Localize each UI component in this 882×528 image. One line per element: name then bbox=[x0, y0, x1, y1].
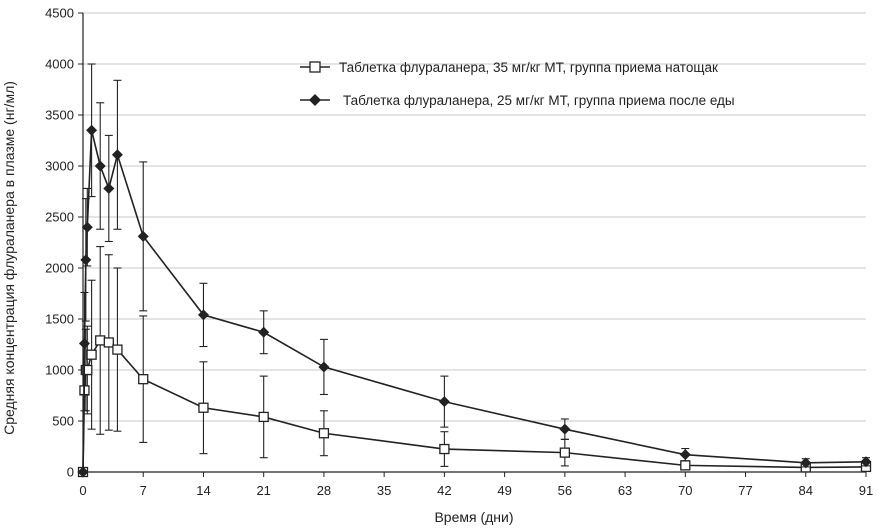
x-tick-label: 91 bbox=[859, 483, 873, 498]
y-axis-title: Средняя концентрация флураланера в плазм… bbox=[1, 81, 17, 435]
data-point-diamond bbox=[86, 124, 98, 136]
legend-label-fasted: Таблетка флураланера, 35 мг/кг МТ, групп… bbox=[339, 60, 718, 75]
data-point-square bbox=[680, 460, 691, 471]
y-tick-label: 3000 bbox=[45, 159, 74, 174]
data-point-diamond bbox=[77, 466, 89, 478]
x-tick-label: 35 bbox=[377, 483, 391, 498]
data-point-diamond bbox=[679, 449, 691, 461]
data-point-diamond bbox=[81, 221, 93, 233]
legend-marker-filled-diamond bbox=[309, 94, 321, 106]
data-point-diamond bbox=[103, 182, 115, 194]
x-tick-label: 49 bbox=[497, 483, 511, 498]
data-point-diamond bbox=[197, 309, 209, 321]
x-tick-label: 42 bbox=[437, 483, 451, 498]
series-layer bbox=[77, 63, 872, 478]
y-tick-label: 500 bbox=[52, 414, 74, 429]
data-point-square bbox=[559, 447, 570, 458]
x-tick-label: 70 bbox=[678, 483, 692, 498]
x-tick-label: 28 bbox=[317, 483, 331, 498]
legend-label-fed: Таблетка флураланера, 25 мг/кг МТ, групп… bbox=[343, 93, 735, 108]
x-tick-label: 84 bbox=[799, 483, 813, 498]
legend-item-fasted: Таблетка флураланера, 35 мг/кг МТ, групп… bbox=[300, 60, 718, 75]
series-fed bbox=[77, 63, 872, 478]
y-tick-label: 2500 bbox=[45, 210, 74, 225]
data-point-square bbox=[112, 344, 123, 355]
data-point-diamond bbox=[860, 456, 872, 468]
y-tick-label: 3500 bbox=[45, 108, 74, 123]
data-point-diamond bbox=[137, 230, 149, 242]
data-point-square bbox=[103, 337, 114, 348]
y-tick-label: 1000 bbox=[45, 363, 74, 378]
x-tick-label: 0 bbox=[79, 483, 86, 498]
data-point-square bbox=[198, 402, 209, 413]
x-axis-title: Время (дни) bbox=[434, 509, 513, 525]
x-ticks: 0 7 14 21 28 35 42 49 56 63 70 77 84 91 bbox=[79, 472, 873, 498]
data-point-diamond bbox=[559, 423, 571, 435]
data-point-square bbox=[95, 335, 106, 346]
series-fasted bbox=[77, 246, 872, 478]
y-tick-label: 1500 bbox=[45, 312, 74, 327]
data-point-diamond bbox=[94, 160, 106, 172]
legend-marker-open-square bbox=[309, 61, 321, 73]
x-tick-label: 56 bbox=[558, 483, 572, 498]
x-tick-label: 21 bbox=[256, 483, 270, 498]
x-tick-label: 63 bbox=[618, 483, 632, 498]
data-point-square bbox=[439, 443, 450, 455]
data-point-square bbox=[82, 364, 93, 376]
x-tick-label: 14 bbox=[196, 483, 210, 498]
y-tick-label: 4000 bbox=[45, 57, 74, 72]
x-tick-label: 77 bbox=[738, 483, 752, 498]
data-point-diamond bbox=[800, 457, 812, 469]
data-point-square bbox=[258, 411, 269, 423]
gridlines bbox=[83, 12, 866, 422]
data-point-square bbox=[86, 349, 97, 360]
data-point-square bbox=[318, 428, 330, 439]
data-point-diamond bbox=[111, 149, 123, 161]
data-point-diamond bbox=[438, 396, 450, 408]
legend: Таблетка флураланера, 35 мг/кг МТ, групп… bbox=[300, 60, 735, 108]
y-tick-label: 0 bbox=[67, 465, 74, 480]
data-point-diamond bbox=[258, 326, 270, 338]
data-point-diamond bbox=[318, 361, 330, 373]
y-ticks: 0 500 1000 1500 2000 2500 3000 3500 4000 4500 bbox=[45, 6, 83, 480]
data-point-diamond bbox=[78, 337, 90, 349]
y-tick-label: 2000 bbox=[45, 261, 74, 276]
x-tick-label: 7 bbox=[140, 483, 147, 498]
data-point-diamond bbox=[80, 254, 92, 266]
legend-item-fed: Таблетка флураланера, 25 мг/кг МТ, групп… bbox=[300, 93, 735, 108]
y-tick-label: 4500 bbox=[45, 6, 74, 21]
data-point-square bbox=[138, 374, 149, 385]
